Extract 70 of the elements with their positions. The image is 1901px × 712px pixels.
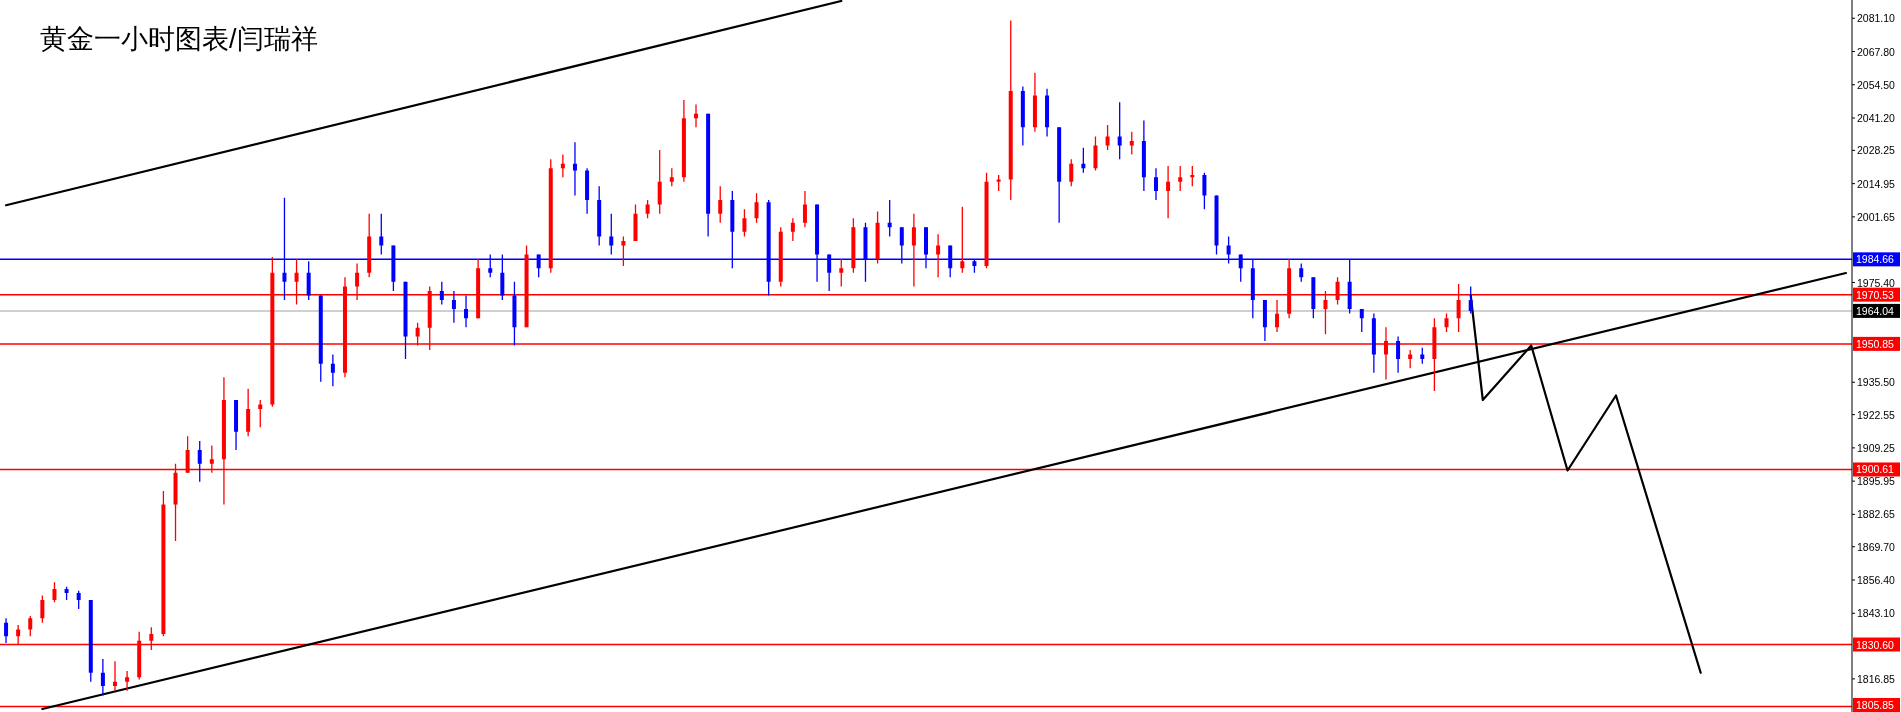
y-tick-label: 2081.10 [1857, 12, 1896, 25]
y-tick-label: 2001.65 [1857, 210, 1896, 223]
candlestick [28, 615, 33, 637]
candlestick [4, 617, 9, 644]
candlestick [379, 213, 384, 256]
line-series [1469, 294, 1702, 674]
candlestick [742, 208, 747, 238]
candlestick [754, 192, 759, 224]
candlestick [1117, 101, 1122, 160]
candlestick [1396, 335, 1401, 374]
candlestick [451, 290, 456, 324]
ref-line-label: 1970.53 [1856, 288, 1895, 301]
candlestick [572, 141, 577, 197]
candlestick [645, 199, 650, 219]
ref-line-label: 1830.60 [1856, 638, 1895, 651]
y-tick-label: 1935.50 [1857, 376, 1896, 389]
candlestick [839, 258, 844, 288]
y-tick-label: 1895.95 [1857, 475, 1896, 488]
candlestick [1444, 312, 1449, 333]
candlestick [609, 213, 614, 256]
y-tick-label: 1882.65 [1857, 508, 1896, 521]
candlestick [1178, 165, 1183, 192]
candlestick [1069, 158, 1074, 187]
candlestick [1093, 135, 1098, 172]
ref-line-label: 1950.85 [1856, 337, 1895, 350]
y-tick-label: 1856.40 [1857, 574, 1896, 586]
candlestick [40, 594, 45, 624]
ref-line-label: 1964.04 [1856, 304, 1895, 317]
candlestick [76, 590, 81, 610]
y-tick-label: 2041.20 [1857, 112, 1896, 124]
y-tick-label: 1816.85 [1857, 672, 1896, 685]
y-tick-label: 1975.40 [1857, 276, 1896, 289]
candlestick [718, 185, 723, 224]
candlestick [621, 235, 626, 267]
y-tick-label: 2067.80 [1857, 45, 1896, 58]
candlestick [125, 670, 130, 692]
candlestick [1468, 285, 1473, 315]
candlestick [464, 294, 469, 328]
ref-line-label: 1900.61 [1856, 463, 1895, 476]
y-tick-label: 1909.25 [1857, 441, 1896, 454]
candlestick [439, 281, 444, 306]
y-tick-label: 2014.95 [1857, 177, 1896, 190]
candlestick [1166, 165, 1171, 219]
ref-line-label: 1984.66 [1856, 253, 1895, 266]
candlestick [911, 213, 916, 288]
candlestick [1129, 131, 1134, 156]
candlestick [657, 149, 662, 215]
candlestick [1105, 124, 1110, 151]
candlestick [112, 660, 117, 692]
y-tick-label: 1843.10 [1857, 607, 1896, 620]
candlestick [936, 233, 941, 278]
candlestick [1299, 262, 1304, 283]
candlestick [1359, 308, 1364, 333]
candlestick [100, 658, 105, 697]
text: 黄金一小时图表/闫瑞祥 [40, 24, 318, 54]
y-tick-label: 2054.50 [1857, 78, 1896, 91]
y-tick-label: 1922.55 [1857, 408, 1896, 421]
candlestick [330, 353, 335, 387]
candlestick [1275, 299, 1280, 333]
candlestick [960, 206, 965, 274]
y-tick-label: 1869.70 [1857, 540, 1896, 553]
ref-line-label: 1805.85 [1856, 699, 1895, 711]
candlestick [246, 388, 251, 437]
candlestick [52, 581, 57, 603]
y-tick-label: 2028.25 [1857, 144, 1896, 157]
candlestick [1202, 172, 1207, 210]
candlestick [1153, 167, 1158, 201]
candlestick [790, 217, 795, 242]
candlestick [802, 190, 807, 228]
candlestick [197, 440, 202, 483]
